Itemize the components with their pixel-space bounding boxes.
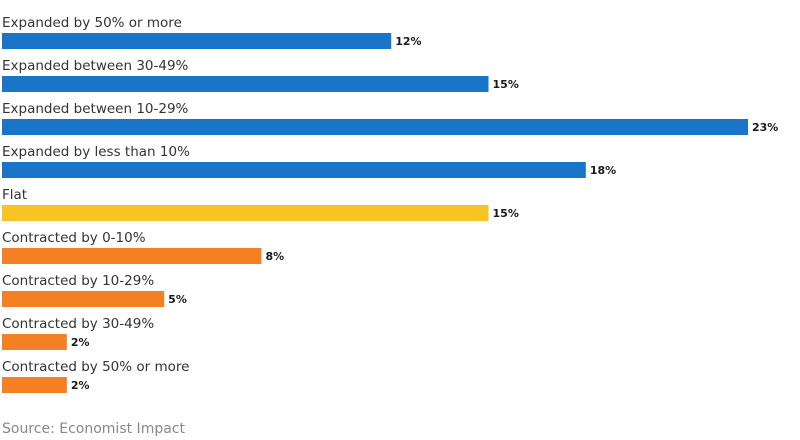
category-label: Contracted by 50% or more (2, 359, 189, 375)
category-label: Contracted by 30-49% (2, 316, 154, 332)
value-label: 15% (493, 78, 519, 91)
bar (2, 248, 262, 264)
value-label: 5% (168, 293, 187, 306)
value-label: 12% (395, 35, 421, 48)
category-label: Expanded between 10-29% (2, 101, 189, 117)
bar (2, 377, 67, 393)
value-label: 8% (265, 250, 284, 263)
source-note: Source: Economist Impact (2, 421, 185, 437)
value-label: 2% (71, 379, 90, 392)
value-label: 15% (493, 207, 519, 220)
bar (2, 76, 489, 92)
category-label: Flat (2, 187, 27, 203)
bar-chart: Expanded by 50% or more 12% Expanded betwe… (2, 15, 778, 393)
bar (2, 33, 392, 49)
category-label: Expanded by 50% or more (2, 15, 182, 31)
category-label: Contracted by 0-10% (2, 230, 146, 246)
value-label: 18% (590, 164, 616, 177)
category-label: Expanded between 30-49% (2, 58, 189, 74)
bar (2, 162, 586, 178)
value-label: 23% (752, 121, 778, 134)
value-label: 2% (71, 336, 90, 349)
category-label: Expanded by less than 10% (2, 144, 190, 160)
bar (2, 119, 748, 135)
bar (2, 334, 67, 350)
bar (2, 291, 165, 307)
bar (2, 205, 489, 221)
category-label: Contracted by 10-29% (2, 273, 154, 289)
